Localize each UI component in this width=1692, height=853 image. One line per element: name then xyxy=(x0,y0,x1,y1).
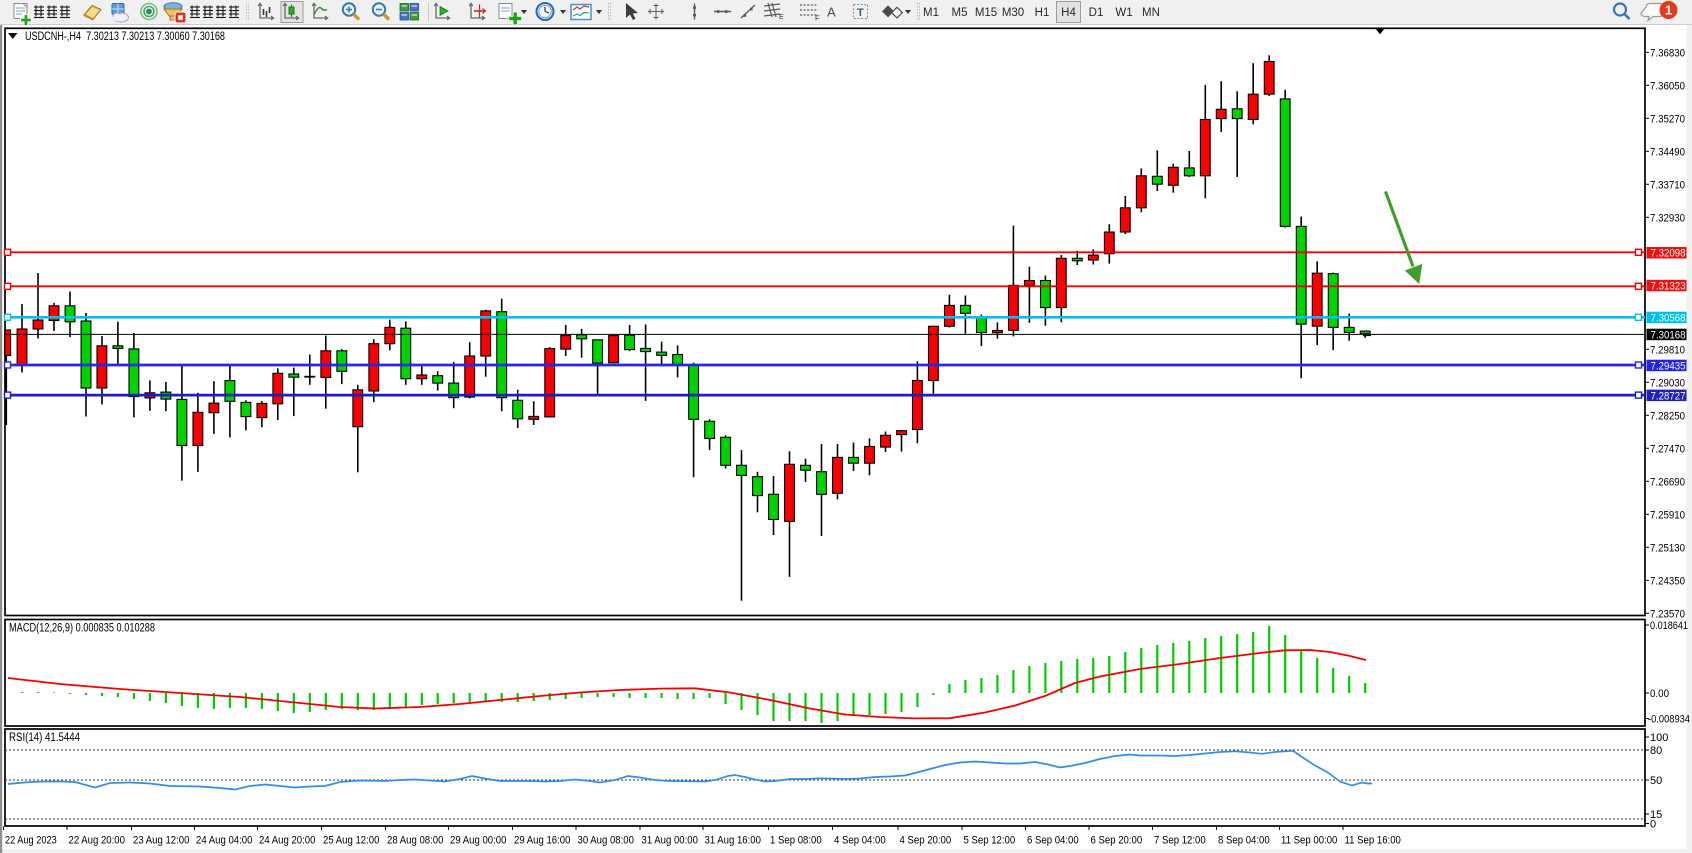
svg-text:22 Aug 2023: 22 Aug 2023 xyxy=(5,835,57,847)
svg-text:H1: H1 xyxy=(1035,7,1050,19)
svg-text:M30: M30 xyxy=(1002,7,1024,19)
svg-text:MN: MN xyxy=(1142,7,1160,19)
svg-text:M1: M1 xyxy=(923,7,939,19)
svg-text:31 Aug 16:00: 31 Aug 16:00 xyxy=(705,835,761,847)
svg-text:15: 15 xyxy=(1650,809,1662,821)
svg-text:0: 0 xyxy=(1650,819,1656,831)
svg-text:7.26690: 7.26690 xyxy=(1650,476,1685,488)
svg-text:-0.008934: -0.008934 xyxy=(1648,714,1690,726)
svg-text:USDCNH-,H4 7.30213 7.30213 7.: USDCNH-,H4 7.30213 7.30213 7.30060 7.301… xyxy=(25,31,225,43)
svg-text:100: 100 xyxy=(1650,732,1668,744)
svg-text:RSI(14) 41.5444: RSI(14) 41.5444 xyxy=(9,732,81,744)
svg-text:7.24350: 7.24350 xyxy=(1650,575,1685,587)
svg-text:7.33710: 7.33710 xyxy=(1650,179,1685,191)
svg-text:MACD(12,26,9) 0.000835 0.01028: MACD(12,26,9) 0.000835 0.010288 xyxy=(9,623,155,635)
svg-text:7.32098: 7.32098 xyxy=(1651,248,1686,260)
svg-text:7.25910: 7.25910 xyxy=(1650,509,1685,521)
svg-text:7.35270: 7.35270 xyxy=(1650,113,1685,125)
svg-text:80: 80 xyxy=(1650,745,1662,757)
svg-text:50: 50 xyxy=(1650,775,1662,787)
svg-text:A: A xyxy=(827,5,836,20)
svg-text:30 Aug 08:00: 30 Aug 08:00 xyxy=(578,835,634,847)
svg-text:24 Aug 20:00: 24 Aug 20:00 xyxy=(259,835,315,847)
svg-text:7.31323: 7.31323 xyxy=(1651,281,1686,293)
svg-text:28 Aug 08:00: 28 Aug 08:00 xyxy=(387,835,443,847)
svg-text:T: T xyxy=(857,7,864,19)
svg-text:6 Sep 04:00: 6 Sep 04:00 xyxy=(1027,835,1079,847)
svg-text:7.29030: 7.29030 xyxy=(1650,377,1685,389)
svg-text:11 Sep 16:00: 11 Sep 16:00 xyxy=(1345,835,1401,847)
svg-text:1 Sep 08:00: 1 Sep 08:00 xyxy=(770,835,822,847)
svg-text:M15: M15 xyxy=(975,7,997,19)
svg-text:F: F xyxy=(815,14,820,23)
svg-text:23 Aug 12:00: 23 Aug 12:00 xyxy=(133,835,189,847)
svg-text:7.29810: 7.29810 xyxy=(1650,344,1685,356)
svg-text:29 Aug 16:00: 29 Aug 16:00 xyxy=(514,835,570,847)
svg-text:1: 1 xyxy=(1665,3,1672,18)
svg-text:7.28727: 7.28727 xyxy=(1651,390,1686,402)
svg-text:7.25130: 7.25130 xyxy=(1650,542,1685,554)
svg-text:7.23570: 7.23570 xyxy=(1650,608,1685,620)
svg-text:0.018641: 0.018641 xyxy=(1650,620,1688,632)
svg-text:7.30168: 7.30168 xyxy=(1651,329,1686,341)
svg-text:11 Sep 00:00: 11 Sep 00:00 xyxy=(1281,835,1337,847)
svg-text:7.29435: 7.29435 xyxy=(1651,360,1686,372)
svg-text:H4: H4 xyxy=(1061,7,1076,19)
svg-text:7.34490: 7.34490 xyxy=(1650,146,1685,158)
svg-text:7.30568: 7.30568 xyxy=(1651,312,1686,324)
svg-text:7.36830: 7.36830 xyxy=(1650,47,1685,59)
svg-text:6 Sep 20:00: 6 Sep 20:00 xyxy=(1091,835,1143,847)
svg-text:25 Aug 12:00: 25 Aug 12:00 xyxy=(323,835,379,847)
svg-text:E: E xyxy=(779,14,784,21)
svg-text:4 Sep 20:00: 4 Sep 20:00 xyxy=(900,835,952,847)
svg-text:7.27470: 7.27470 xyxy=(1650,443,1685,455)
svg-text:7 Sep 12:00: 7 Sep 12:00 xyxy=(1154,835,1206,847)
svg-text:M5: M5 xyxy=(952,7,968,19)
svg-text:29 Aug 00:00: 29 Aug 00:00 xyxy=(450,835,506,847)
svg-text:5 Sep 12:00: 5 Sep 12:00 xyxy=(964,835,1016,847)
svg-text:W1: W1 xyxy=(1115,7,1132,19)
svg-text:22 Aug 20:00: 22 Aug 20:00 xyxy=(69,835,125,847)
svg-text:4 Sep 04:00: 4 Sep 04:00 xyxy=(834,835,886,847)
svg-text:24 Aug 04:00: 24 Aug 04:00 xyxy=(196,835,252,847)
svg-text:31 Aug 00:00: 31 Aug 00:00 xyxy=(642,835,698,847)
svg-text:7.36050: 7.36050 xyxy=(1650,80,1685,92)
svg-text:7.32930: 7.32930 xyxy=(1650,212,1685,224)
svg-text:D1: D1 xyxy=(1089,7,1104,19)
svg-text:8 Sep 04:00: 8 Sep 04:00 xyxy=(1218,835,1270,847)
svg-text:7.28250: 7.28250 xyxy=(1650,410,1685,422)
svg-text:0.00: 0.00 xyxy=(1650,688,1669,700)
